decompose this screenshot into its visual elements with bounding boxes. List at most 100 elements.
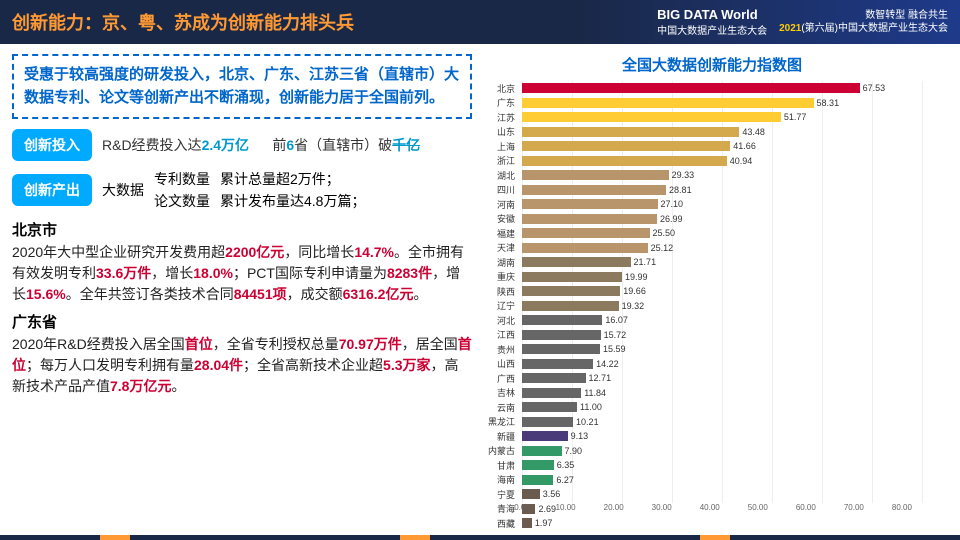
input-badge: 创新投入	[12, 129, 92, 161]
bar-label: 湖北	[486, 169, 518, 182]
tagline2: 2021(第六届)中国大数据产业生态大会	[779, 22, 948, 35]
bar-value: 6.35	[557, 460, 575, 470]
logo-sub: 中国大数据产业生态大会	[657, 22, 767, 37]
bar-row: 河北16.07	[522, 313, 922, 328]
bar-fill	[522, 214, 657, 224]
bar-value: 27.10	[661, 199, 684, 209]
bar-row: 吉林11.84	[522, 386, 922, 401]
bar-label: 辽宁	[486, 299, 518, 312]
bar-value: 41.66	[733, 141, 756, 151]
bar-chart: 北京67.53广东58.31江苏51.77山东43.48上海41.66浙江40.…	[482, 81, 942, 521]
bar-fill	[522, 446, 562, 456]
header-right: BIG DATA World 中国大数据产业生态大会 数智转型 融合共生 202…	[657, 7, 948, 37]
header-bar: 创新能力：京、粤、苏成为创新能力排头兵 BIG DATA World 中国大数据…	[0, 0, 960, 44]
bar-label: 海南	[486, 473, 518, 486]
beijing-text: 2020年大中型企业研究开发费用超2200亿元，同比增长14.7%。全市拥有有效…	[12, 242, 472, 305]
bar-fill	[522, 417, 573, 427]
bar-row: 江苏51.77	[522, 110, 922, 125]
bar-value: 9.13	[571, 431, 589, 441]
bar-label: 北京	[486, 82, 518, 95]
bar-value: 11.00	[580, 402, 602, 412]
bar-label: 黑龙江	[486, 415, 518, 428]
logo: BIG DATA World 中国大数据产业生态大会	[657, 7, 767, 37]
bar-row: 北京67.53	[522, 81, 922, 96]
bar-row: 辽宁19.32	[522, 299, 922, 314]
bar-label: 陕西	[486, 285, 518, 298]
bar-label: 河北	[486, 314, 518, 327]
bar-value: 58.31	[817, 98, 840, 108]
bar-row: 湖南21.71	[522, 255, 922, 270]
bar-label: 河南	[486, 198, 518, 211]
bar-value: 15.59	[603, 344, 626, 354]
bar-fill	[522, 475, 553, 485]
bar-label: 四川	[486, 183, 518, 196]
bar-row: 河南27.10	[522, 197, 922, 212]
bar-row: 宁夏3.56	[522, 487, 922, 502]
bar-label: 吉林	[486, 386, 518, 399]
bar-value: 10.21	[576, 417, 599, 427]
bar-row: 黑龙江10.21	[522, 415, 922, 430]
bar-value: 40.94	[730, 156, 753, 166]
left-column: 受惠于较高强度的研发投入，北京、广东、江苏三省（直辖市）大数据专利、论文等创新产…	[12, 54, 472, 530]
bar-label: 天津	[486, 241, 518, 254]
output-row: 创新产出 大数据 专利数量 累计总量超2万件； 论文数量 累计发布量达4.8万篇…	[12, 169, 472, 211]
bar-fill	[522, 170, 669, 180]
bar-label: 江苏	[486, 111, 518, 124]
bar-row: 安徽26.99	[522, 212, 922, 227]
bar-value: 28.81	[669, 185, 692, 195]
bar-row: 重庆19.99	[522, 270, 922, 285]
bar-fill	[522, 460, 554, 470]
bar-fill	[522, 83, 860, 93]
bar-label: 福建	[486, 227, 518, 240]
bar-fill	[522, 141, 730, 151]
bar-row: 山东43.48	[522, 125, 922, 140]
bar-row: 天津25.12	[522, 241, 922, 256]
beijing-title: 北京市	[12, 219, 472, 240]
bar-row: 陕西19.66	[522, 284, 922, 299]
bar-row: 海南6.27	[522, 473, 922, 488]
bar-value: 3.56	[543, 489, 561, 499]
page-title: 创新能力：京、粤、苏成为创新能力排头兵	[12, 9, 354, 35]
bar-value: 16.07	[605, 315, 628, 325]
bar-value: 25.12	[651, 243, 674, 253]
bar-fill	[522, 286, 620, 296]
bar-fill	[522, 301, 619, 311]
bar-fill	[522, 489, 540, 499]
bar-row: 云南11.00	[522, 400, 922, 415]
bar-value: 15.72	[604, 330, 627, 340]
bar-label: 山西	[486, 357, 518, 370]
bar-fill	[522, 228, 650, 238]
bar-label: 安徽	[486, 212, 518, 225]
footer-stripe	[0, 535, 960, 540]
bar-label: 山东	[486, 125, 518, 138]
bar-label: 浙江	[486, 154, 518, 167]
content: 受惠于较高强度的研发投入，北京、广东、江苏三省（直辖市）大数据专利、论文等创新产…	[0, 44, 960, 540]
bar-fill	[522, 402, 577, 412]
chart-bars: 北京67.53广东58.31江苏51.77山东43.48上海41.66浙江40.…	[522, 81, 922, 503]
bar-fill	[522, 315, 602, 325]
bar-fill	[522, 98, 814, 108]
bar-label: 上海	[486, 140, 518, 153]
logo-text: BIG DATA World	[657, 7, 767, 22]
bar-fill	[522, 373, 586, 383]
bar-value: 11.84	[584, 388, 606, 398]
bar-fill	[522, 112, 781, 122]
bar-row: 新疆9.13	[522, 429, 922, 444]
bar-row: 上海41.66	[522, 139, 922, 154]
bar-fill	[522, 330, 601, 340]
bar-label: 甘肃	[486, 459, 518, 472]
summary-box: 受惠于较高强度的研发投入，北京、广东、江苏三省（直辖市）大数据专利、论文等创新产…	[12, 54, 472, 119]
bar-label: 贵州	[486, 343, 518, 356]
input-text: R&D经费投入达2.4万亿 前6省（直辖市）破千亿	[102, 135, 472, 155]
beijing-section: 北京市 2020年大中型企业研究开发费用超2200亿元，同比增长14.7%。全市…	[12, 219, 472, 305]
bar-label: 云南	[486, 401, 518, 414]
bar-label: 青海	[486, 502, 518, 515]
bar-value: 7.90	[565, 446, 583, 456]
bar-fill	[522, 359, 593, 369]
bar-value: 12.71	[589, 373, 612, 383]
bar-value: 14.22	[596, 359, 619, 369]
summary-text: 受惠于较高强度的研发投入，北京、广东、江苏三省（直辖市）大数据专利、论文等创新产…	[24, 64, 460, 109]
bar-row: 江西15.72	[522, 328, 922, 343]
bar-fill	[522, 185, 666, 195]
bar-fill	[522, 127, 739, 137]
